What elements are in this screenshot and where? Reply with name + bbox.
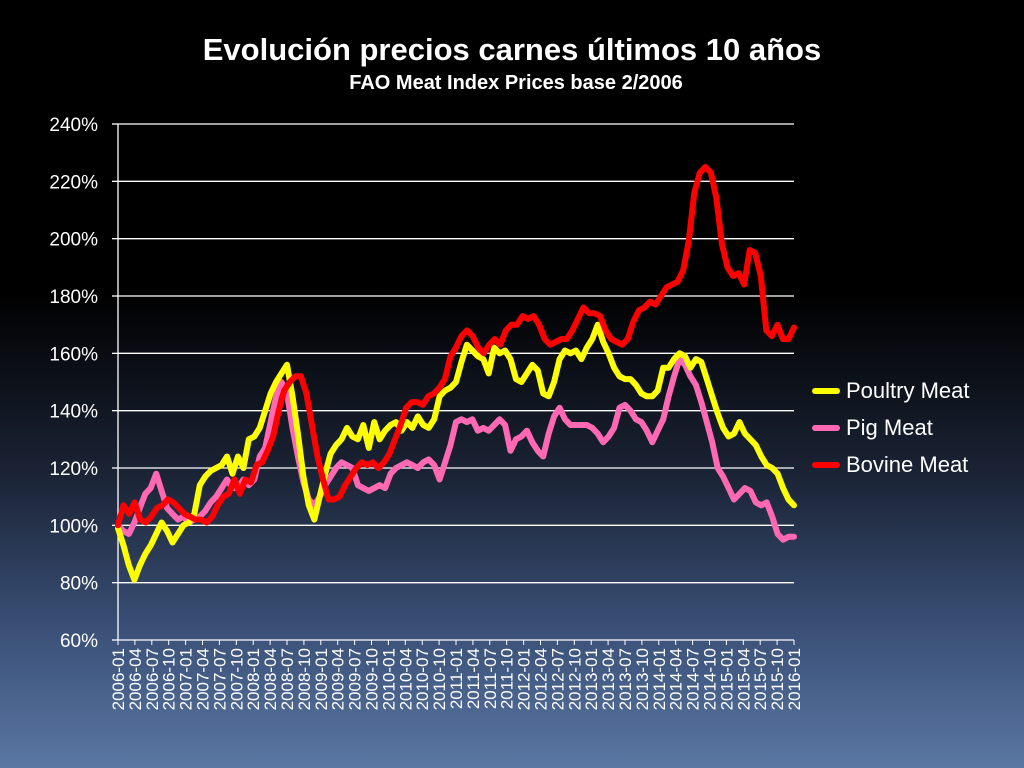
x-tick-label: 2010-04 bbox=[396, 648, 415, 710]
x-tick-label: 2007-04 bbox=[194, 648, 213, 710]
x-tick-label: 2008-10 bbox=[295, 648, 314, 710]
y-tick-label: 240% bbox=[49, 115, 98, 136]
x-tick-label: 2016-01 bbox=[785, 648, 804, 710]
x-tick-label: 2013-01 bbox=[582, 648, 601, 710]
x-tick-label: 2008-01 bbox=[244, 648, 263, 710]
x-tick-label: 2009-10 bbox=[363, 648, 382, 710]
x-tick-label: 2007-01 bbox=[177, 648, 196, 710]
x-tick-label: 2014-01 bbox=[650, 648, 669, 710]
y-tick-label: 60% bbox=[60, 631, 98, 652]
y-tick-label: 220% bbox=[49, 172, 98, 193]
y-tick-label: 80% bbox=[60, 574, 98, 595]
x-tick-label: 2009-01 bbox=[312, 648, 331, 710]
legend-swatch-poultry bbox=[812, 387, 840, 394]
series-line-poultry-meat bbox=[115, 321, 797, 583]
x-tick-label: 2014-07 bbox=[684, 648, 703, 710]
y-tick-label: 140% bbox=[49, 402, 98, 423]
x-tick-label: 2011-10 bbox=[498, 648, 517, 709]
x-tick-label: 2012-04 bbox=[532, 648, 551, 710]
chart-titles: Evolución precios carnes últimos 10 años… bbox=[0, 30, 1024, 96]
y-tick-label: 120% bbox=[49, 459, 98, 480]
x-tick-label: 2011-04 bbox=[464, 648, 483, 709]
x-tick-label: 2014-10 bbox=[701, 648, 720, 710]
legend-label-bovine: Bovine Meat bbox=[846, 451, 969, 477]
y-tick-label: 180% bbox=[49, 287, 98, 308]
x-tick-label: 2012-07 bbox=[548, 648, 567, 710]
legend-label-pig: Pig Meat bbox=[846, 414, 933, 440]
legend-swatch-pig bbox=[812, 424, 840, 431]
x-tick-label: 2011-01 bbox=[447, 648, 466, 709]
x-tick-label: 2015-07 bbox=[751, 648, 770, 710]
x-tick-label: 2009-04 bbox=[329, 648, 348, 710]
x-tick-label: 2010-01 bbox=[379, 648, 398, 710]
x-tick-label: 2012-01 bbox=[515, 648, 534, 710]
legend-label-poultry: Poultry Meat bbox=[846, 377, 970, 403]
y-tick-label: 100% bbox=[49, 516, 98, 537]
x-tick-label: 2015-10 bbox=[768, 648, 787, 710]
x-tick-label: 2015-04 bbox=[734, 648, 753, 710]
x-tick-label: 2012-10 bbox=[565, 648, 584, 710]
x-tick-label: 2007-10 bbox=[227, 648, 246, 710]
x-tick-label: 2007-07 bbox=[210, 648, 229, 710]
series-lines bbox=[115, 164, 797, 583]
x-tick-label: 2008-04 bbox=[261, 648, 280, 710]
x-tick-label: 2010-07 bbox=[413, 648, 432, 710]
x-tick-label: 2013-10 bbox=[633, 648, 652, 710]
chart-subtitle: FAO Meat Index Prices base 2/2006 bbox=[349, 72, 683, 94]
chart-title: Evolución precios carnes últimos 10 años bbox=[202, 32, 822, 67]
x-tick-label: 2011-07 bbox=[481, 648, 500, 709]
x-tick-label: 2009-07 bbox=[346, 648, 365, 710]
legend-item-bovine: Bovine Meat bbox=[812, 446, 970, 483]
x-tick-label: 2010-10 bbox=[430, 648, 449, 710]
x-tick-label: 2006-01 bbox=[109, 648, 128, 710]
x-axis-ticks: 2006-012006-042006-072006-102007-012007-… bbox=[109, 640, 804, 710]
x-tick-label: 2006-04 bbox=[126, 648, 145, 710]
x-tick-label: 2015-01 bbox=[717, 648, 736, 710]
x-tick-label: 2006-07 bbox=[143, 648, 162, 710]
x-tick-label: 2013-04 bbox=[599, 648, 618, 710]
y-tick-label: 200% bbox=[49, 230, 98, 251]
legend-item-pig: Pig Meat bbox=[812, 409, 970, 446]
x-tick-label: 2013-07 bbox=[616, 648, 635, 710]
y-tick-label: 160% bbox=[49, 344, 98, 365]
x-tick-label: 2006-10 bbox=[160, 648, 179, 710]
x-tick-label: 2008-07 bbox=[278, 648, 297, 710]
legend-item-poultry: Poultry Meat bbox=[812, 372, 970, 409]
y-axis-ticks: 60% 80% 100% 120% 140% 160% 180% 200% 220% 240% bbox=[49, 115, 98, 652]
legend-swatch-bovine bbox=[812, 461, 840, 468]
x-tick-label: 2014-04 bbox=[667, 648, 686, 710]
chart-legend: Poultry Meat Pig Meat Bovine Meat bbox=[812, 372, 970, 483]
series-line-bovine-meat bbox=[115, 164, 797, 529]
